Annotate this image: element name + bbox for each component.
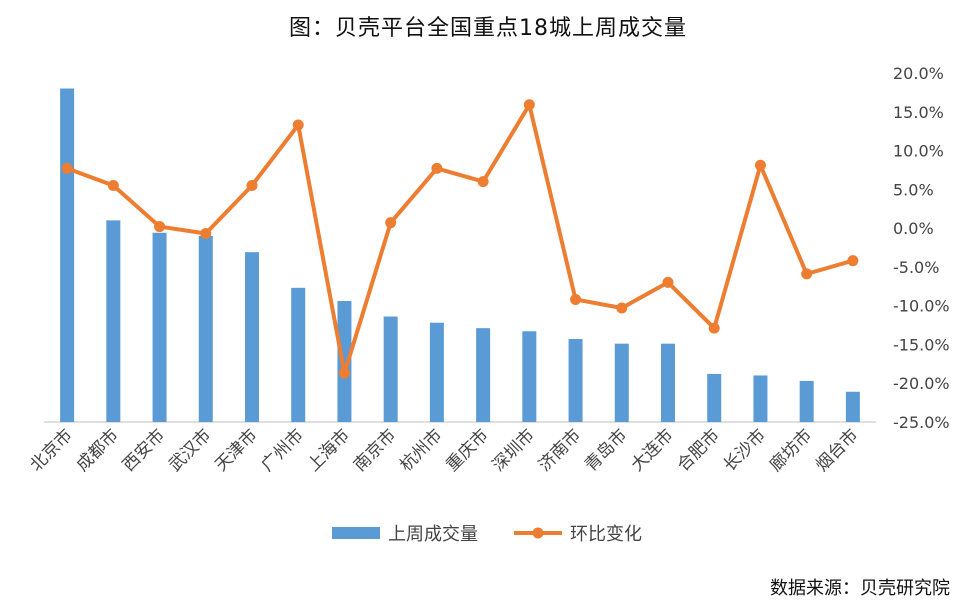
y-right-tick-label: -15.0% [893,335,950,354]
legend-line-label: 环比变化 [570,524,642,545]
bar-烟台市 [845,391,860,422]
y-right-tick-label: 10.0% [893,142,944,161]
y-right-tick-label: -25.0% [893,413,950,432]
line-point-合肥市 [708,322,720,334]
category-label: 合肥市 [674,425,724,475]
y-right-tick-label: -10.0% [893,297,950,316]
line-point-济南市 [570,293,582,305]
y-right-tick-label: 15.0% [893,103,944,122]
line-point-杭州市 [431,162,443,174]
bar-西安市 [152,232,167,422]
line-point-重庆市 [477,176,489,188]
legend-bar-swatch [332,527,380,539]
y-right-tick-label: 20.0% [893,64,944,83]
line-point-大连市 [662,276,674,288]
category-label: 廊坊市 [766,425,816,475]
category-label: 长沙市 [720,425,770,475]
bar-天津市 [245,252,259,422]
category-label: 天津市 [211,425,261,475]
bar-杭州市 [429,322,444,422]
category-label: 济南市 [535,425,585,475]
bar-青岛市 [614,343,629,422]
line-series-huanbi [66,102,854,376]
category-label: 上海市 [304,425,354,475]
bar-长沙市 [753,375,768,422]
bar-上海市 [337,301,352,422]
category-label: 北京市 [26,425,76,475]
y-right-tick-label: -5.0% [893,258,939,277]
category-label: 烟台市 [812,425,862,475]
bar-廊坊市 [799,380,814,422]
category-label: 广州市 [258,425,308,475]
category-label: 杭州市 [396,425,446,475]
category-label: 南京市 [350,425,400,475]
y-right-tick-label: 5.0% [893,180,934,199]
bar-北京市 [60,88,75,422]
y-right-tick-label: -20.0% [893,374,950,393]
category-label: 武汉市 [165,425,215,475]
bar-武汉市 [198,235,213,422]
category-label: 青岛市 [581,425,631,475]
line-point-廊坊市 [801,268,813,280]
line-point-天津市 [246,179,258,191]
line-point-青岛市 [616,302,628,314]
line-point-武汉市 [200,228,212,240]
category-label: 大连市 [627,425,677,475]
bar-济南市 [568,339,583,422]
category-label: 成都市 [73,425,123,475]
line-point-广州市 [292,119,304,131]
bar-南京市 [383,316,398,422]
y-right-tick-label: 0.0% [893,219,934,238]
category-label: 西安市 [119,425,169,475]
legend-bar-label: 上周成交量 [388,524,478,545]
line-point-成都市 [107,179,119,191]
bar-合肥市 [707,373,722,422]
bar-深圳市 [522,331,537,422]
category-label: 深圳市 [489,425,539,475]
bar-大连市 [661,343,675,422]
line-point-烟台市 [847,255,859,267]
bar-成都市 [106,220,121,422]
bar-重庆市 [476,328,491,422]
source-note: 数据来源：贝壳研究院 [770,578,950,599]
legend-line-marker [532,527,544,539]
line-point-南京市 [385,217,397,229]
category-label: 重庆市 [442,425,492,475]
bar-广州市 [291,287,306,422]
line-point-深圳市 [523,99,535,111]
line-point-西安市 [154,221,166,233]
line-point-上海市 [338,367,350,379]
line-point-长沙市 [754,159,766,171]
line-point-北京市 [61,162,73,174]
chart-title: 图：贝壳平台全国重点18城上周成交量 [289,16,687,41]
